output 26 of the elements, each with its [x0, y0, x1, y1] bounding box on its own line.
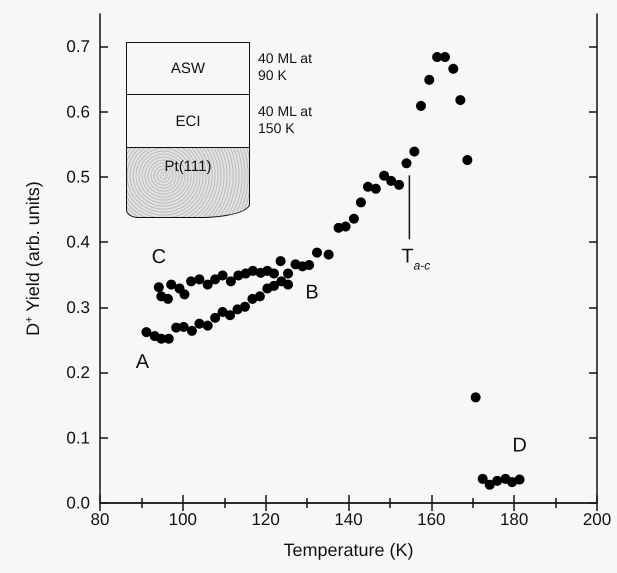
x-tick-label: 140 — [334, 510, 363, 529]
x-tick-label: 200 — [582, 510, 612, 529]
annotation: 40 ML at 90 K — [258, 50, 313, 84]
annotation: 40 ML at 150 K — [258, 103, 313, 137]
x-tick-label: 100 — [168, 510, 198, 529]
y-axis-title: D+ Yield (arb. units) — [23, 181, 43, 336]
y-tick-label: 0.0 — [66, 494, 90, 512]
annotation: D — [512, 434, 527, 457]
y-tick-label: 0.7 — [66, 37, 90, 56]
annotation: B — [305, 282, 319, 304]
x-tick-label: 180 — [500, 510, 528, 529]
x-axis-title: Temperature (K) — [283, 540, 414, 560]
annotation: ECI — [126, 95, 250, 148]
annotation: A — [136, 351, 150, 374]
annotation: C — [152, 246, 166, 268]
y-tick-label: 0.2 — [66, 363, 90, 382]
y-tick-label: 0.6 — [66, 102, 90, 122]
y-tick-label: 0.4 — [66, 232, 90, 252]
y-tick-label: 0.5 — [66, 168, 90, 186]
annotation: Pt(111) — [126, 148, 250, 218]
x-tick-label: 80 — [90, 510, 110, 529]
x-tick-label: 120 — [251, 510, 280, 529]
y-tick-label: 0.1 — [66, 428, 90, 448]
x-tick-label: 160 — [417, 510, 446, 529]
y-tick-label: 0.3 — [66, 298, 90, 317]
annotation: ASW — [126, 42, 250, 95]
